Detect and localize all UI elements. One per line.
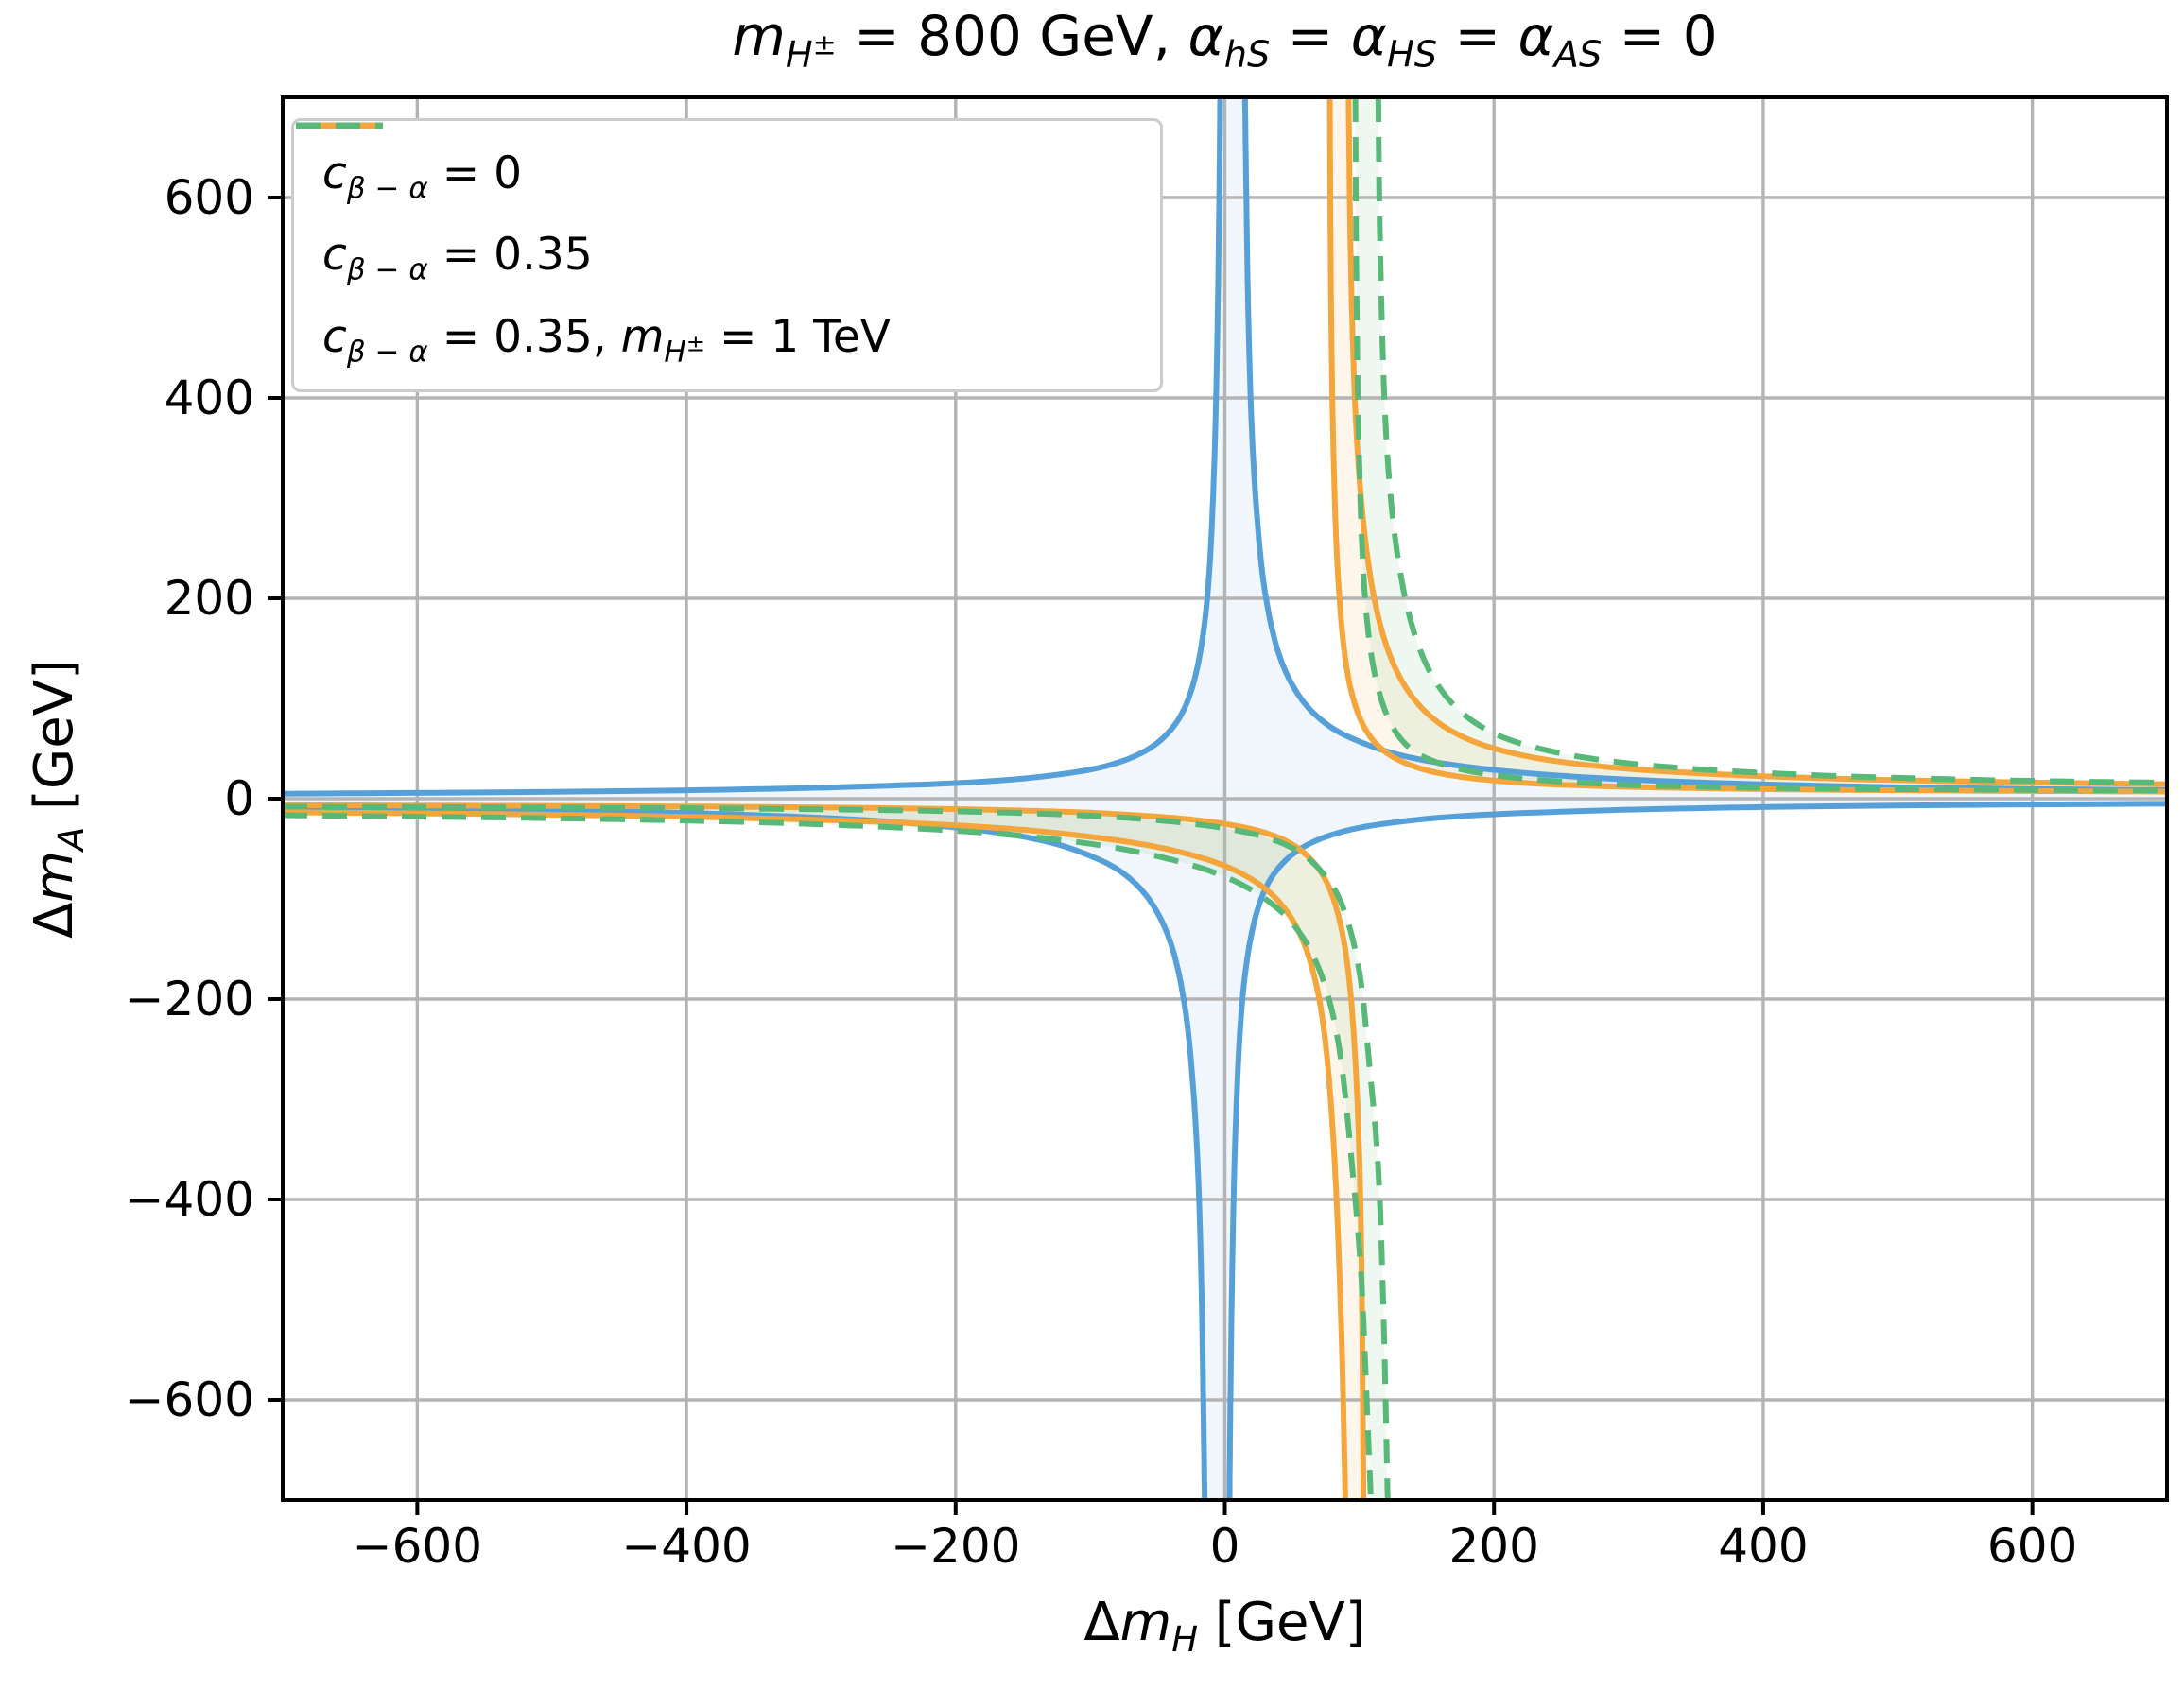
curve-cba0-lower-right: [1226, 801, 2167, 1500]
curve-cba035-upper-right-outer: [1345, 97, 2167, 787]
curve-cba035-1tev-lower-left-inner: [283, 803, 1391, 1500]
fill-allowed-region-cba035-1tev-lower-left: [283, 806, 1388, 1500]
x-tick-label-200: 200: [1448, 1519, 1538, 1574]
curve-cba0-upper-left: [283, 97, 1223, 797]
legend-line-sample-2: [296, 122, 383, 129]
fill-allowed-region-cba035-upper-right: [1329, 97, 2167, 792]
y-tick-label-400: 400: [165, 371, 254, 425]
y-tick-label-0: 0: [224, 771, 254, 826]
curve-cba035-1tev-upper-right-outer: [1375, 97, 2167, 785]
y-axis-label: ΔmA [GeV]: [24, 659, 93, 939]
x-axis-label: ΔmH [GeV]: [1083, 1592, 1366, 1661]
x-tick-label-400: 400: [1718, 1519, 1808, 1574]
y-tick-label--400: −400: [125, 1172, 254, 1227]
y-tick-label--600: −600: [125, 1372, 254, 1427]
curve-cba035-1tev-lower-left-outer: [283, 812, 1374, 1500]
legend-entry-0: cβ − α = 0: [296, 122, 1151, 206]
fill-allowed-region-cba035-1tev-upper-right: [1355, 97, 2167, 791]
curve-cba035-1tev-upper-right-inner: [1352, 97, 2167, 794]
x-tick-label--600: −600: [353, 1519, 482, 1574]
legend: cβ − α = 0 cβ − α = 0.35 cβ − α = 0.35, mH…: [291, 118, 1163, 392]
legend-entry-1: cβ − α = 0.35: [296, 122, 1151, 287]
x-tick-label-600: 600: [1987, 1519, 2077, 1574]
x-tick-label-0: 0: [1210, 1519, 1240, 1574]
curves-layer: [283, 97, 2167, 1500]
x-tick-label--400: −400: [621, 1519, 751, 1574]
y-tick-label-600: 600: [165, 170, 254, 225]
y-tick-label-200: 200: [165, 571, 254, 626]
y-tick-label--200: −200: [125, 972, 254, 1026]
x-tick-label--200: −200: [891, 1519, 1020, 1574]
legend-label-2: cβ − α = 0.35, mH± = 1 TeV: [322, 311, 891, 370]
legend-label-0: cβ − α = 0: [322, 147, 522, 206]
curve-cba0-lower-left: [283, 803, 1208, 1500]
legend-entry-2: cβ − α = 0.35, mH± = 1 TeV: [296, 122, 1151, 370]
curve-cba035-lower-left-outer: [283, 809, 1348, 1500]
legend-label-1: cβ − α = 0.35: [322, 229, 593, 287]
plot-title: mH± = 800 GeV, αhS = αHS = αAS = 0: [732, 4, 1718, 77]
grid-layer: [283, 97, 2167, 1500]
curve-cba035-upper-right-inner: [1326, 97, 2167, 795]
fill-allowed-region-cba035-lower-left: [283, 804, 1364, 1500]
curve-cba0-upper-right: [1241, 97, 2167, 793]
